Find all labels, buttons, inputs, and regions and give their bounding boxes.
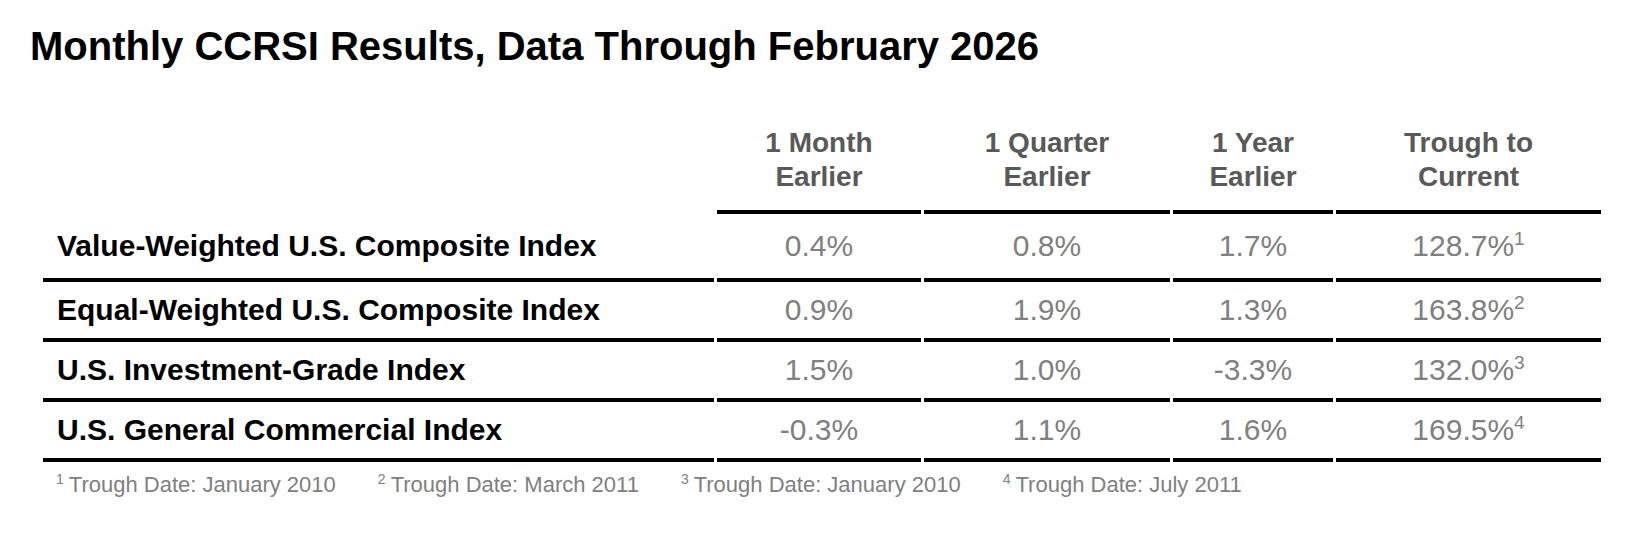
page-title: Monthly CCRSI Results, Data Through Febr… — [0, 0, 1640, 68]
trough-value: 163.8% — [1412, 293, 1514, 326]
footnote-4: 4 Trough Date: July 2011 — [1003, 472, 1242, 498]
cell-month-earlier: 0.9% — [717, 282, 921, 342]
table-row-investment-grade: U.S. Investment-Grade Index 1.5% 1.0% -3… — [43, 342, 1601, 402]
column-header-1-month-earlier: 1 Month Earlier — [717, 104, 921, 214]
footnote-ref: 3 — [1514, 352, 1525, 373]
cell-trough-to-current: 128.7%1 — [1336, 214, 1601, 282]
column-header-line: Earlier — [924, 160, 1170, 194]
column-header-line: Current — [1336, 160, 1601, 194]
footnote-text: Trough Date: January 2010 — [69, 472, 336, 497]
table-row-general-commercial: U.S. General Commercial Index -0.3% 1.1%… — [43, 402, 1601, 462]
footnote-text: Trough Date: January 2010 — [694, 472, 961, 497]
cell-quarter-earlier: 1.1% — [924, 402, 1170, 462]
column-header-1-year-earlier: 1 Year Earlier — [1173, 104, 1333, 214]
column-header-line: 1 Year — [1173, 126, 1333, 160]
row-label: Equal-Weighted U.S. Composite Index — [43, 282, 714, 342]
cell-month-earlier: -0.3% — [717, 402, 921, 462]
footnote-ref: 4 — [1003, 471, 1011, 487]
row-label: U.S. General Commercial Index — [43, 402, 714, 462]
column-header-trough-to-current: Trough to Current — [1336, 104, 1601, 214]
trough-value: 132.0% — [1412, 353, 1514, 386]
page: Monthly CCRSI Results, Data Through Febr… — [0, 0, 1640, 544]
cell-quarter-earlier: 1.9% — [924, 282, 1170, 342]
cell-year-earlier: 1.6% — [1173, 402, 1333, 462]
header-row: 1 Month Earlier 1 Quarter Earlier 1 Year… — [43, 104, 1601, 214]
trough-value: 169.5% — [1412, 413, 1514, 446]
column-header-line: Earlier — [717, 160, 921, 194]
cell-month-earlier: 1.5% — [717, 342, 921, 402]
cell-year-earlier: 1.3% — [1173, 282, 1333, 342]
row-header-spacer — [43, 104, 714, 214]
footnote-ref: 1 — [1514, 228, 1525, 249]
footnote-ref: 1 — [56, 471, 64, 487]
cell-year-earlier: -3.3% — [1173, 342, 1333, 402]
results-table: 1 Month Earlier 1 Quarter Earlier 1 Year… — [40, 104, 1604, 462]
column-header-line: 1 Quarter — [924, 126, 1170, 160]
trough-value: 128.7% — [1412, 229, 1514, 262]
footnote-3: 3 Trough Date: January 2010 — [681, 472, 961, 498]
cell-quarter-earlier: 1.0% — [924, 342, 1170, 402]
cell-year-earlier: 1.7% — [1173, 214, 1333, 282]
cell-trough-to-current: 169.5%4 — [1336, 402, 1601, 462]
table-row-equal-weighted: Equal-Weighted U.S. Composite Index 0.9%… — [43, 282, 1601, 342]
column-header-1-quarter-earlier: 1 Quarter Earlier — [924, 104, 1170, 214]
cell-month-earlier: 0.4% — [717, 214, 921, 282]
footnote-ref: 3 — [681, 471, 689, 487]
column-header-line: 1 Month — [717, 126, 921, 160]
cell-trough-to-current: 163.8%2 — [1336, 282, 1601, 342]
row-label: U.S. Investment-Grade Index — [43, 342, 714, 402]
row-label: Value-Weighted U.S. Composite Index — [43, 214, 714, 282]
footnote-1: 1 Trough Date: January 2010 — [56, 472, 336, 498]
footnote-ref: 2 — [1514, 292, 1525, 313]
footnote-ref: 4 — [1514, 412, 1525, 433]
cell-quarter-earlier: 0.8% — [924, 214, 1170, 282]
footnotes: 1 Trough Date: January 2010 2 Trough Date:… — [56, 472, 1640, 498]
table-row-value-weighted: Value-Weighted U.S. Composite Index 0.4%… — [43, 214, 1601, 282]
column-header-line: Earlier — [1173, 160, 1333, 194]
cell-trough-to-current: 132.0%3 — [1336, 342, 1601, 402]
footnote-text: Trough Date: March 2011 — [391, 472, 639, 497]
footnote-text: Trough Date: July 2011 — [1016, 472, 1242, 497]
column-header-line: Trough to — [1336, 126, 1601, 160]
footnote-ref: 2 — [378, 471, 386, 487]
footnote-2: 2 Trough Date: March 2011 — [378, 472, 639, 498]
